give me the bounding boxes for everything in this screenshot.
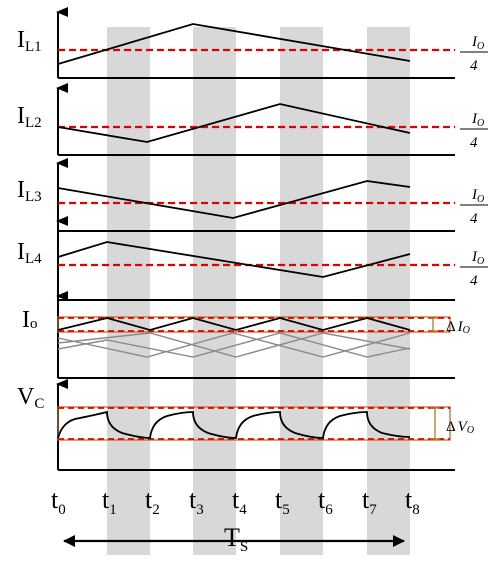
label-il1: IL1: [17, 27, 42, 55]
svg-text:IO: IO: [471, 34, 484, 52]
svg-text:IO: IO: [471, 187, 484, 205]
io-ripple: [57, 316, 451, 358]
svg-text:4: 4: [470, 211, 478, 227]
waveform-vc: [57, 410, 411, 439]
svg-text:IO: IO: [471, 111, 484, 129]
shade-t7: [367, 27, 410, 555]
period-indicator: TS: [63, 523, 405, 555]
waveform-il1: [57, 23, 411, 65]
waveform-io: [57, 317, 411, 331]
inductor-currents: [57, 23, 411, 278]
delta-io-label: Δ IO: [446, 319, 470, 336]
time-label-t0: t0: [51, 485, 66, 518]
time-label-t8: t8: [405, 485, 420, 518]
io-ripple-band: [57, 316, 451, 333]
label-il4: IL4: [17, 239, 42, 267]
io-phase-b: [57, 332, 411, 358]
shade-t1: [107, 27, 150, 555]
shade-t3: [193, 27, 236, 555]
io-phase-a: [57, 332, 411, 358]
label-vc: VC: [17, 384, 44, 412]
ref-label-il2: IO 4: [460, 111, 488, 151]
vc-ripple-band: [57, 406, 451, 441]
time-label-t2: t2: [145, 485, 160, 518]
time-label-t7: t7: [362, 485, 377, 518]
svg-text:IO: IO: [471, 249, 484, 267]
reference-labels: IO 4 IO 4 IO 4 IO 4: [460, 34, 488, 289]
time-label-t3: t3: [189, 485, 204, 518]
period-label: TS: [224, 523, 248, 555]
ref-label-il1: IO 4: [460, 34, 488, 74]
delta-vc-label: Δ VO: [446, 419, 474, 436]
time-label-t6: t6: [318, 485, 333, 518]
io-phase-c: [57, 332, 411, 358]
waveform-il2: [57, 103, 411, 143]
time-label-t5: t5: [275, 485, 290, 518]
time-label-t4: t4: [232, 485, 247, 518]
reference-lines: [58, 48, 455, 267]
label-il2: IL2: [17, 103, 42, 131]
label-io: Io: [22, 307, 38, 333]
delta-labels: Δ IO Δ VO: [446, 319, 474, 436]
signal-labels: IL1 IL2 IL3 IL4 Io VC: [17, 27, 44, 412]
svg-text:4: 4: [470, 135, 478, 151]
shaded-intervals: [107, 27, 410, 555]
label-il3: IL3: [17, 177, 42, 205]
time-label-t1: t1: [102, 485, 117, 518]
ref-label-il4: IO 4: [460, 249, 488, 289]
waveform-il4: [57, 241, 411, 278]
svg-text:4: 4: [470, 273, 478, 289]
svg-text:4: 4: [470, 58, 478, 74]
vc-ripple: [57, 406, 451, 441]
waveform-il3: [57, 180, 411, 219]
shade-t5: [280, 27, 323, 555]
ref-label-il3: IO 4: [460, 187, 488, 227]
time-labels: t0 t1 t2 t3 t4 t5 t6 t7 t8: [51, 485, 420, 518]
